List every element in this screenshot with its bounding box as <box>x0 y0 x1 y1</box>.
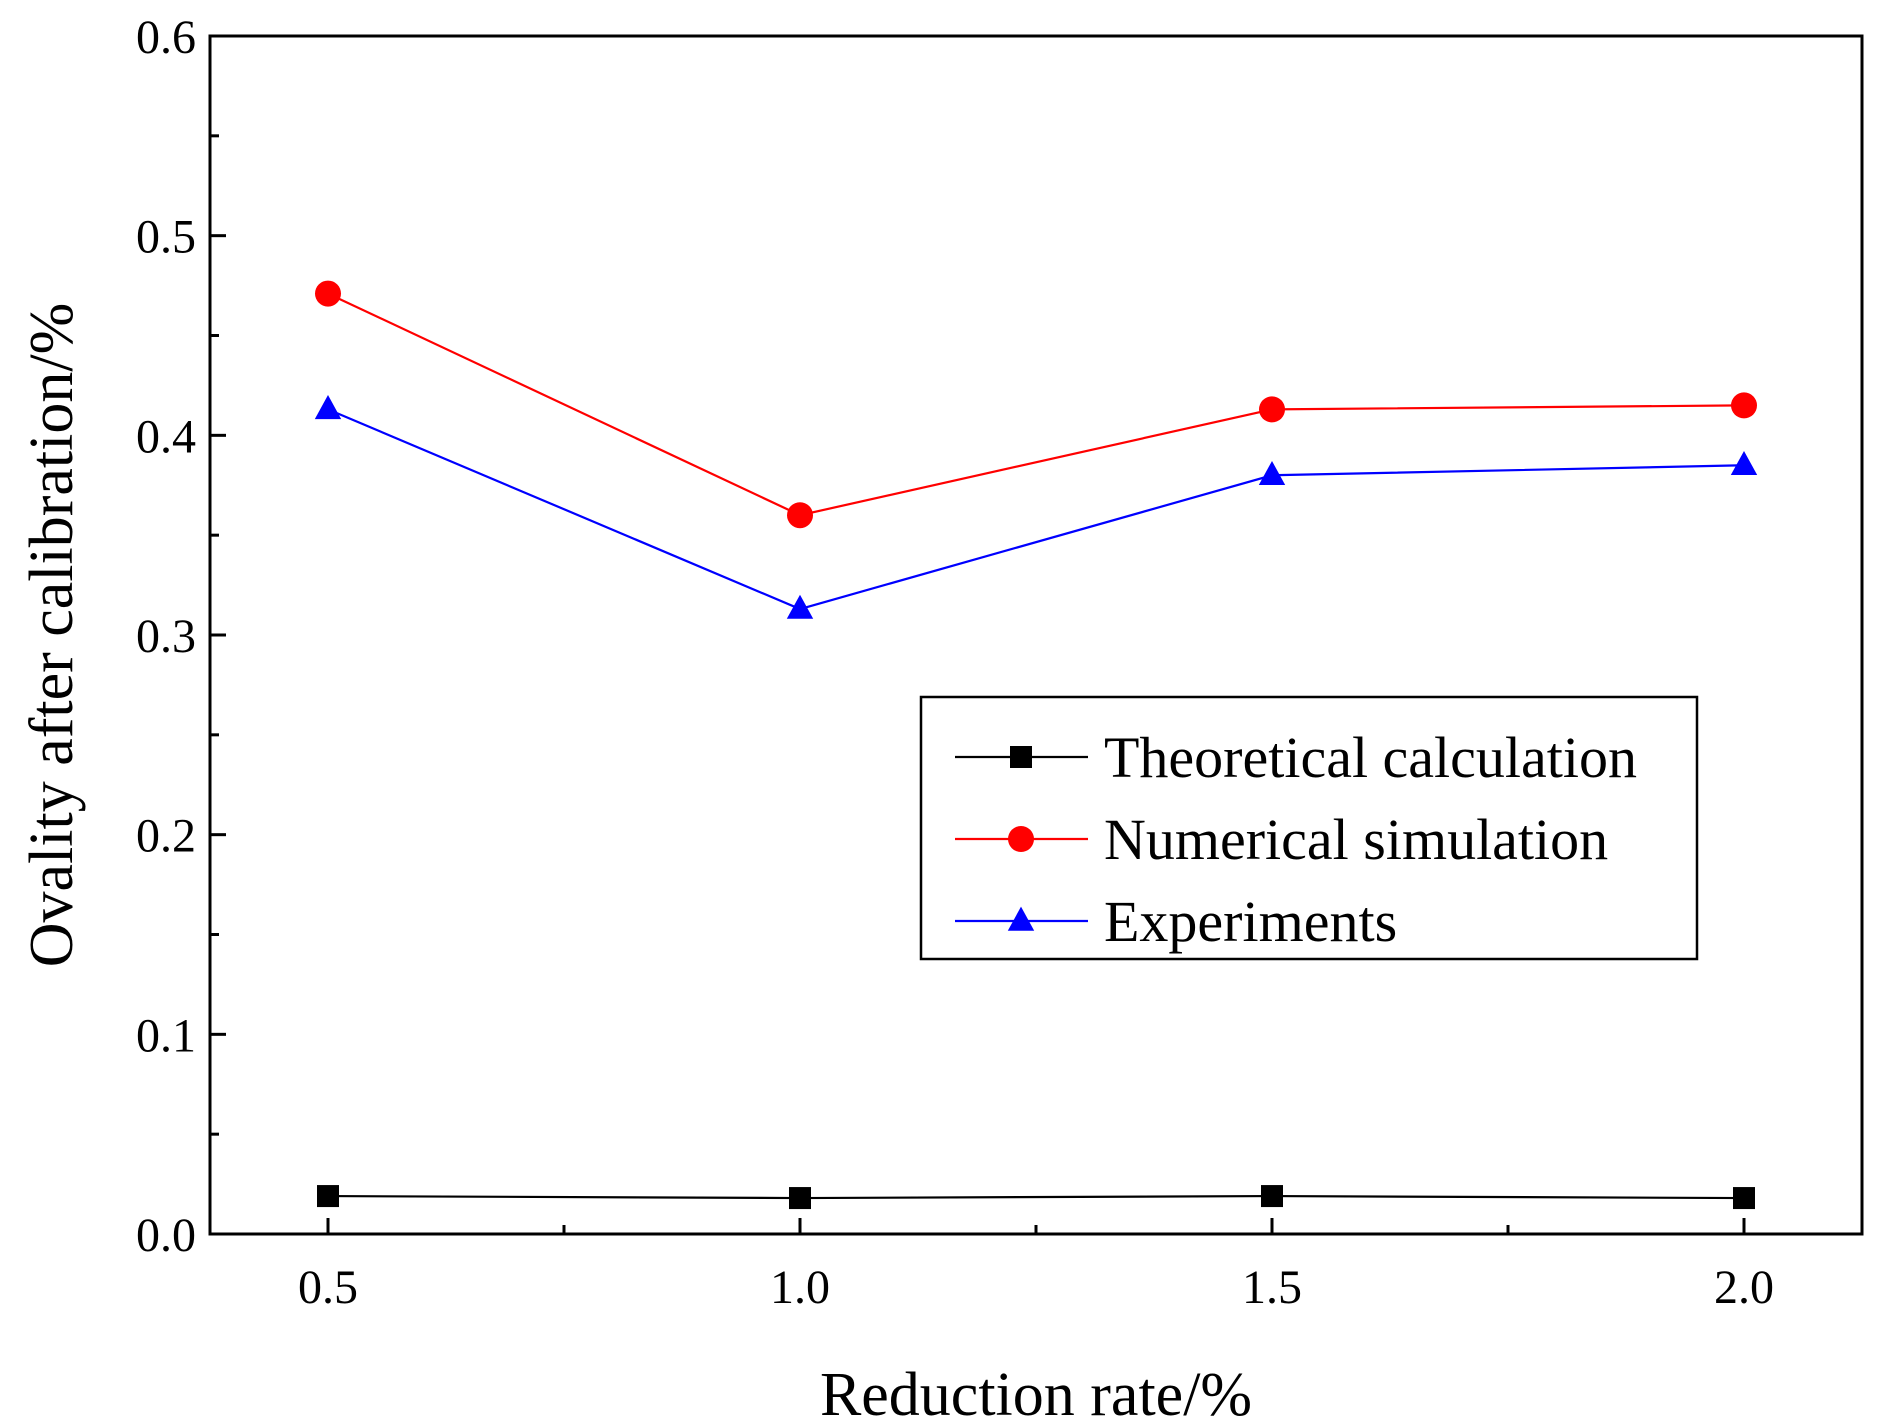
legend-label: Theoretical calculation <box>1104 725 1637 790</box>
y-tick-label: 0.1 <box>136 1009 196 1062</box>
data-point <box>1731 392 1757 419</box>
legend-label: Experiments <box>1104 889 1397 954</box>
data-point <box>789 1187 811 1210</box>
data-point <box>1730 450 1758 475</box>
legend: Theoretical calculation Numerical simulat… <box>919 695 1699 961</box>
legend-marker <box>1010 746 1032 768</box>
legend-marker <box>1008 826 1034 852</box>
y-tick-label: 0.6 <box>136 11 196 64</box>
data-point <box>786 594 814 619</box>
series-line <box>327 408 1745 611</box>
series-layer <box>314 280 1758 1210</box>
legend-box <box>919 695 1699 961</box>
x-tick-label: 1.0 <box>770 1261 830 1314</box>
x-tick-label: 1.5 <box>1242 1261 1302 1314</box>
y-tick-label: 0.2 <box>136 810 196 863</box>
data-point <box>1258 460 1286 485</box>
plot-frame <box>208 34 1864 1236</box>
legend-marker <box>1007 906 1035 931</box>
y-tick-label: 0.4 <box>136 410 196 463</box>
x-tick-label: 0.5 <box>298 1261 358 1314</box>
data-point <box>315 280 341 307</box>
series-numerical-simulation <box>315 280 1757 529</box>
data-point <box>314 395 342 420</box>
legend-label: Numerical simulation <box>1104 807 1608 872</box>
data-point <box>787 502 813 529</box>
ticks-layer: 0.0 0.1 0.2 0.3 0.4 0.5 0.6 0.5 1.0 1.5 2.0 <box>136 11 1774 1314</box>
series-line <box>327 1194 1745 1200</box>
data-point <box>1733 1187 1755 1210</box>
data-point <box>317 1185 339 1208</box>
data-point <box>1261 1185 1283 1208</box>
series-theoretical-calculation <box>317 1185 1755 1210</box>
y-axis-title: Ovality after calibration/% <box>18 303 86 968</box>
series-line <box>327 292 1745 517</box>
y-tick-label: 0.0 <box>136 1209 196 1262</box>
series-experiments <box>314 395 1758 619</box>
data-point <box>1259 396 1285 423</box>
x-axis-title: Reduction rate/% <box>820 1361 1252 1428</box>
y-tick-label: 0.3 <box>136 610 196 663</box>
y-tick-label: 0.5 <box>136 211 196 264</box>
x-tick-label: 2.0 <box>1714 1261 1774 1314</box>
